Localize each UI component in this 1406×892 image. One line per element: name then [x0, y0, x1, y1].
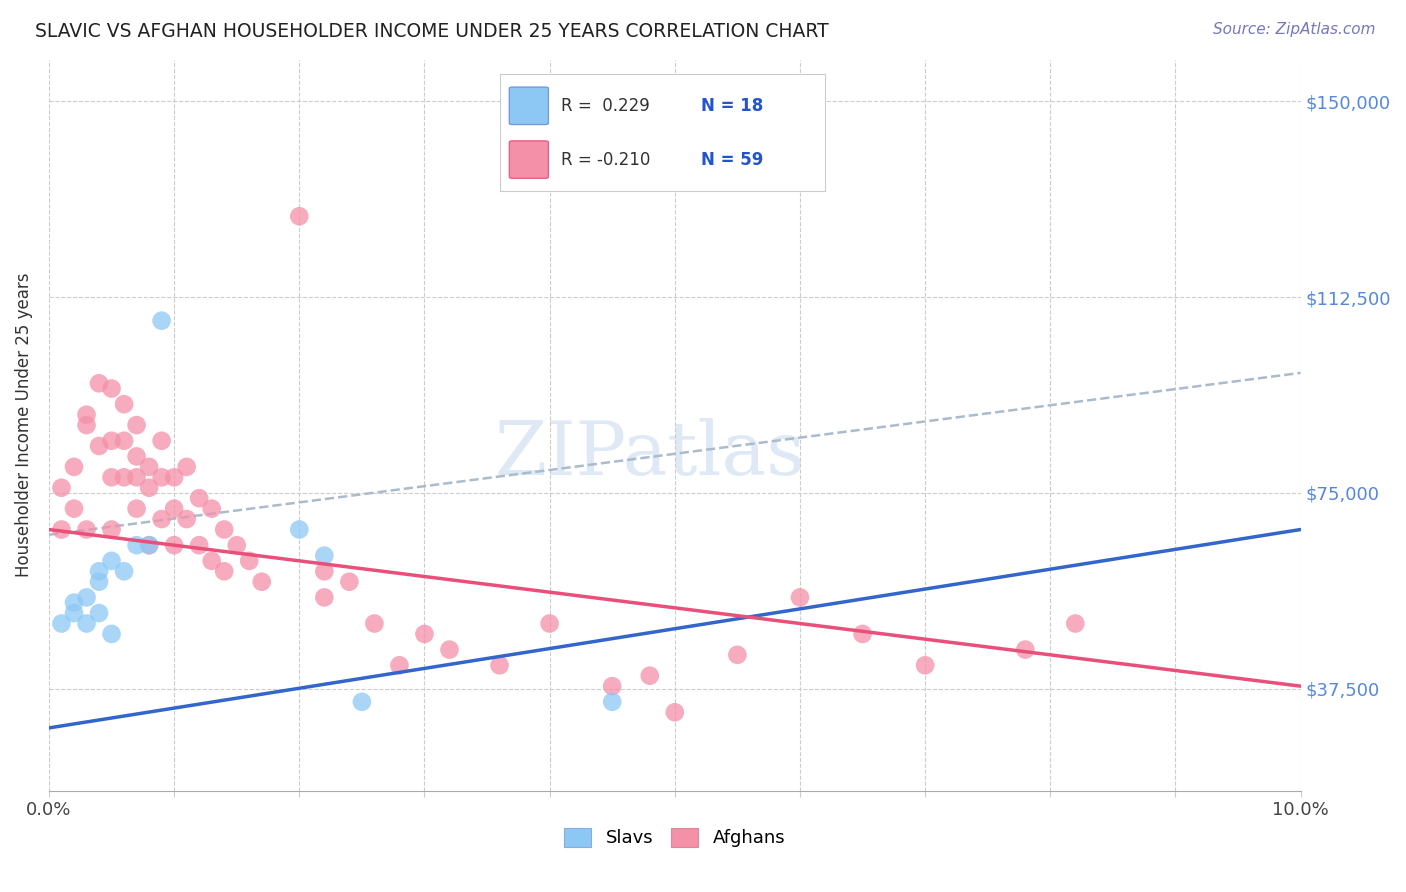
Point: [63, 606, 86, 620]
Point: [63, 501, 86, 516]
Point: [150, 512, 173, 526]
Point: [76, 523, 98, 537]
Point: [138, 459, 160, 474]
Point: [112, 434, 135, 448]
Y-axis label: Householder Income Under 25 years: Householder Income Under 25 years: [15, 273, 32, 577]
Point: [138, 481, 160, 495]
Point: [51, 523, 73, 537]
Point: [76, 616, 98, 631]
Point: [163, 538, 186, 552]
Text: ZIPatlas: ZIPatlas: [495, 417, 806, 491]
Point: [112, 397, 135, 411]
Point: [100, 382, 122, 396]
Point: [288, 523, 311, 537]
Point: [150, 470, 173, 484]
Point: [488, 658, 510, 673]
Point: [238, 554, 260, 568]
Point: [87, 564, 110, 578]
Point: [51, 481, 73, 495]
Point: [600, 679, 623, 693]
Point: [600, 695, 623, 709]
Point: [63, 596, 86, 610]
Point: [439, 642, 461, 657]
Point: [350, 695, 373, 709]
Point: [87, 439, 110, 453]
Point: [125, 450, 148, 464]
Point: [112, 470, 135, 484]
Point: [138, 538, 160, 552]
Point: [125, 538, 148, 552]
Point: [225, 538, 247, 552]
Point: [314, 564, 336, 578]
Point: [100, 554, 122, 568]
Point: [664, 706, 686, 720]
Point: [212, 564, 235, 578]
Point: [138, 538, 160, 552]
Point: [725, 648, 748, 662]
Legend: Slavs, Afghans: Slavs, Afghans: [557, 821, 793, 855]
Point: [150, 434, 173, 448]
Point: [314, 591, 336, 605]
Point: [201, 501, 224, 516]
Point: [250, 574, 273, 589]
Point: [125, 418, 148, 433]
Point: [51, 616, 73, 631]
Point: [851, 627, 873, 641]
Point: [188, 538, 211, 552]
Point: [638, 669, 661, 683]
Point: [288, 209, 311, 223]
Point: [87, 574, 110, 589]
Point: [100, 627, 122, 641]
Point: [163, 501, 186, 516]
Point: [337, 574, 360, 589]
Point: [363, 616, 385, 631]
Point: [100, 470, 122, 484]
Point: [212, 523, 235, 537]
Point: [125, 470, 148, 484]
Point: [388, 658, 411, 673]
Point: [163, 470, 186, 484]
Point: [76, 591, 98, 605]
Point: [1014, 642, 1036, 657]
Point: [87, 606, 110, 620]
Point: [914, 658, 936, 673]
Point: [176, 459, 198, 474]
Point: [100, 523, 122, 537]
Point: [63, 459, 86, 474]
Point: [176, 512, 198, 526]
Point: [201, 554, 224, 568]
Point: [188, 491, 211, 506]
Point: [538, 616, 561, 631]
Point: [314, 549, 336, 563]
Text: SLAVIC VS AFGHAN HOUSEHOLDER INCOME UNDER 25 YEARS CORRELATION CHART: SLAVIC VS AFGHAN HOUSEHOLDER INCOME UNDE…: [35, 22, 830, 41]
Point: [100, 434, 122, 448]
Text: Source: ZipAtlas.com: Source: ZipAtlas.com: [1212, 22, 1375, 37]
Point: [125, 501, 148, 516]
Point: [413, 627, 436, 641]
Point: [112, 564, 135, 578]
Point: [789, 591, 811, 605]
Point: [87, 376, 110, 391]
Point: [76, 418, 98, 433]
Point: [150, 313, 173, 327]
Point: [1064, 616, 1087, 631]
Point: [76, 408, 98, 422]
